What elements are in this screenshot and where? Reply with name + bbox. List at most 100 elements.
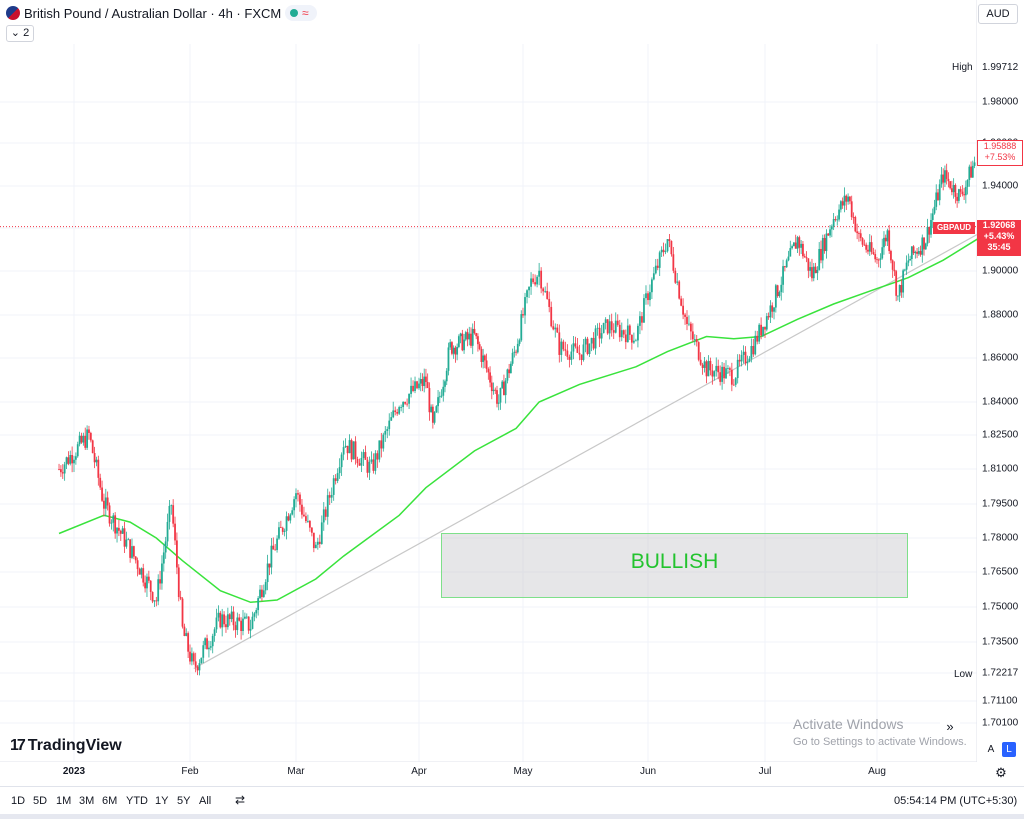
candle-body: [324, 509, 327, 517]
candle-body: [123, 528, 126, 547]
candle-body: [344, 445, 347, 448]
candle-body: [596, 327, 599, 329]
candle-body: [756, 335, 759, 342]
candle-body: [463, 339, 465, 351]
range-button-1m[interactable]: 1M: [56, 795, 72, 807]
candle-body: [440, 395, 443, 397]
candle-body: [452, 347, 455, 354]
candle-body: [721, 366, 723, 382]
candle-body: [588, 343, 591, 355]
candle-body: [789, 248, 792, 257]
candle-body: [416, 381, 418, 389]
candle-body: [879, 258, 882, 260]
candle-body: [924, 243, 927, 250]
candle-body: [752, 345, 755, 355]
candle-body: [742, 351, 745, 355]
symbol-title[interactable]: British Pound / Australian Dollar · 4h ·…: [24, 6, 282, 21]
candle-body: [60, 469, 62, 473]
candle-body: [586, 338, 589, 355]
candle-body: [301, 504, 303, 515]
range-button-ytd[interactable]: YTD: [126, 795, 148, 807]
candle-body: [746, 361, 749, 364]
candle-body: [253, 613, 256, 617]
candle-body: [412, 385, 414, 391]
time-scale[interactable]: 2023 Feb Mar Apr May Jun Jul Aug: [0, 762, 977, 784]
candle-body: [423, 376, 426, 387]
price-tick-label: 1.86000: [982, 352, 1019, 364]
candle-body: [189, 651, 191, 662]
candle-body: [942, 174, 945, 183]
candle-body: [118, 527, 120, 531]
range-button-5d[interactable]: 5D: [33, 795, 48, 807]
candle-body: [451, 342, 453, 354]
candle-body: [272, 545, 275, 550]
log-scale-button[interactable]: L: [1002, 742, 1016, 757]
candle-body: [930, 219, 932, 235]
candle-body: [266, 563, 269, 583]
auto-scale-button[interactable]: A: [987, 744, 995, 755]
candle-body: [928, 226, 931, 235]
candle-body: [820, 248, 822, 261]
candle-body: [418, 383, 420, 389]
candle-body: [713, 371, 716, 377]
candle-body: [949, 181, 952, 189]
price-tick-label: 1.82500: [982, 429, 1019, 441]
price-tick-label: 1.76500: [982, 566, 1019, 578]
price-chart[interactable]: [0, 0, 977, 762]
candle-body: [620, 330, 623, 338]
candle-body: [546, 291, 549, 299]
candle-body: [447, 347, 450, 371]
price-tick-label: 1.88000: [982, 309, 1019, 321]
candle-body: [893, 269, 896, 272]
range-button-all[interactable]: All: [199, 795, 212, 807]
candle-body: [108, 505, 111, 524]
candle-body: [132, 546, 135, 557]
candle-body: [146, 576, 148, 589]
candle-body: [211, 635, 214, 647]
candle-body: [236, 617, 239, 631]
range-button-5y[interactable]: 5Y: [177, 795, 191, 807]
candle-body: [773, 307, 775, 312]
candle-body: [705, 361, 708, 377]
candle-body: [378, 440, 381, 460]
price-tick-label: 1.75000: [982, 601, 1019, 613]
candle-body: [812, 266, 815, 279]
candle-body: [433, 411, 436, 423]
candle-body: [606, 319, 609, 334]
time-tick-label: Aug: [868, 766, 886, 777]
candle-body: [281, 527, 284, 532]
bullish-zone-rectangle[interactable]: BULLISH: [441, 533, 908, 598]
tradingview-logo[interactable]: 17 TradingView: [10, 737, 122, 755]
range-button-1y[interactable]: 1Y: [155, 795, 169, 807]
candle-body: [890, 251, 892, 261]
price-tick-label: 1.78000: [982, 532, 1019, 544]
candle-body: [106, 497, 109, 506]
candle-body: [144, 582, 146, 589]
candle-body: [328, 495, 331, 498]
price-tick-label: 1.72217: [982, 667, 1019, 679]
candle-body: [358, 463, 361, 466]
candle-body: [898, 284, 901, 296]
range-button-6m[interactable]: 6M: [102, 795, 118, 807]
candle-body: [624, 334, 627, 343]
candle-body: [404, 402, 407, 404]
range-button-1d[interactable]: 1D: [11, 795, 26, 807]
candle-body: [101, 487, 103, 501]
candle-body: [973, 162, 976, 166]
candle-body: [592, 337, 595, 349]
go-to-date-icon[interactable]: ⇄: [234, 793, 246, 807]
candle-body: [935, 192, 938, 207]
candle-body: [468, 333, 471, 340]
candle-body: [767, 316, 770, 318]
candle-body: [138, 569, 141, 575]
candle-body: [99, 477, 102, 488]
market-status-badge[interactable]: ≈: [285, 5, 317, 21]
candle-body: [762, 326, 764, 336]
range-button-3m[interactable]: 3M: [79, 795, 95, 807]
clock-timezone[interactable]: 05:54:14 PM (UTC+5:30): [894, 795, 1018, 807]
candle-body: [664, 251, 667, 253]
indicators-toggle-button[interactable]: ⌄ 2: [6, 25, 34, 42]
scale-settings-gear-icon[interactable]: ⚙: [995, 765, 1007, 780]
scroll-to-realtime-button[interactable]: »: [940, 718, 960, 736]
currency-select[interactable]: AUD: [978, 4, 1018, 24]
